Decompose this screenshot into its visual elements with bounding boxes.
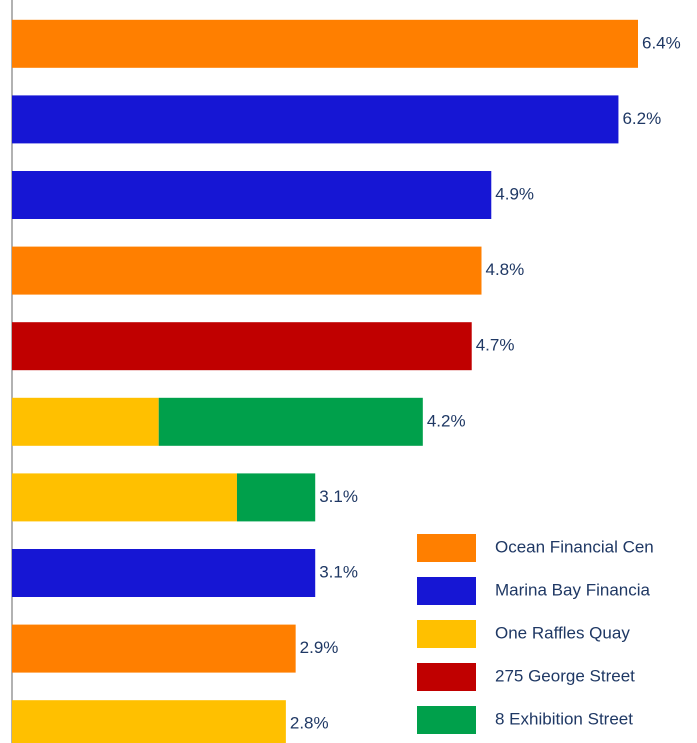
value-label: 6.2% <box>622 109 661 128</box>
legend-swatch <box>417 663 476 691</box>
value-label: 3.1% <box>319 562 358 581</box>
bar <box>158 397 423 446</box>
bar <box>12 397 159 446</box>
bar <box>12 171 492 219</box>
legend-label: Ocean Financial Cen <box>495 537 654 556</box>
legend-swatch <box>417 620 476 648</box>
bar <box>12 246 482 295</box>
value-label: 2.9% <box>300 638 339 657</box>
bar <box>12 549 316 597</box>
legend-swatch <box>417 534 476 562</box>
bar <box>12 700 286 743</box>
bar <box>12 624 296 673</box>
value-label: 4.2% <box>427 411 466 430</box>
bar <box>12 19 638 68</box>
value-label: 6.4% <box>642 33 681 52</box>
bar <box>12 95 619 144</box>
value-label: 3.1% <box>319 487 358 506</box>
value-label: 4.8% <box>486 260 525 279</box>
legend-label: 8 Exhibition Street <box>495 709 633 728</box>
bar <box>236 473 316 522</box>
bar <box>12 322 472 371</box>
value-label: 2.8% <box>290 714 329 733</box>
legend-swatch <box>417 577 476 605</box>
legend-swatch <box>417 706 476 734</box>
legend-label: Marina Bay Financia <box>495 580 651 599</box>
legend-label: One Raffles Quay <box>495 623 630 642</box>
value-label: 4.9% <box>495 184 534 203</box>
legend-label: 275 George Street <box>495 666 635 685</box>
value-label: 4.7% <box>476 336 515 355</box>
bar <box>12 473 237 522</box>
